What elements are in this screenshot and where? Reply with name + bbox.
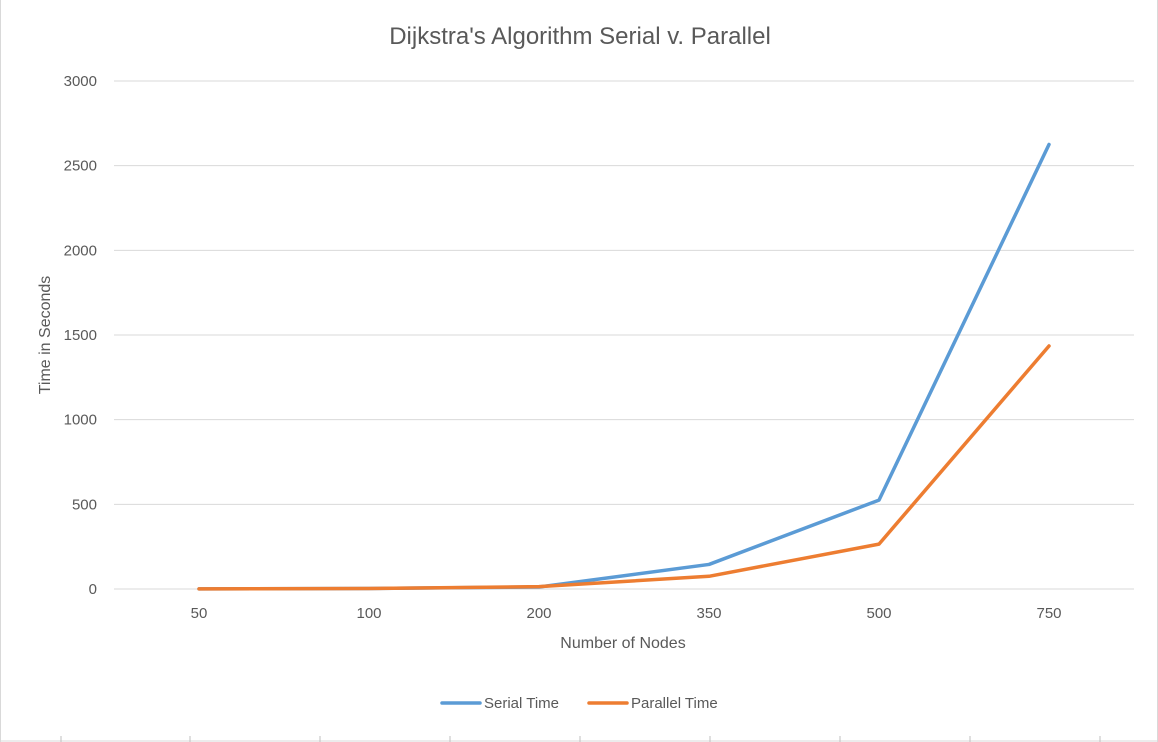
x-tick-label: 50 (191, 605, 208, 622)
x-tick-label: 200 (526, 605, 551, 622)
x-axis-title: Number of Nodes (560, 635, 685, 652)
x-tick-label: 100 (356, 605, 381, 622)
y-tick-label: 0 (89, 581, 97, 598)
legend: Serial Time Parallel Time (440, 695, 718, 712)
y-tick-label: 2500 (64, 158, 97, 175)
x-tick-label: 500 (866, 605, 891, 622)
y-axis-ticks: 0 500 1000 1500 2000 2500 3000 (64, 73, 97, 598)
series-lines (197, 142, 1051, 591)
x-tick-label: 350 (696, 605, 721, 622)
series-line-serial-time (197, 142, 1051, 591)
x-tick-label: 750 (1036, 605, 1061, 622)
x-axis-ticks: 50 100 200 350 500 750 (191, 605, 1062, 622)
y-tick-label: 1000 (64, 412, 97, 429)
y-axis-title: Time in Seconds (37, 276, 54, 395)
y-tick-label: 3000 (64, 73, 97, 90)
frame-bottom-ticks (1, 736, 1158, 742)
legend-label: Parallel Time (631, 695, 718, 712)
y-tick-label: 1500 (64, 327, 97, 344)
series-line-parallel-time (197, 344, 1051, 591)
chart-title: Dijkstra's Algorithm Serial v. Parallel (389, 23, 771, 50)
y-tick-label: 500 (72, 496, 97, 513)
y-tick-label: 2000 (64, 242, 97, 259)
legend-label: Serial Time (484, 695, 559, 712)
gridlines (114, 80, 1134, 590)
